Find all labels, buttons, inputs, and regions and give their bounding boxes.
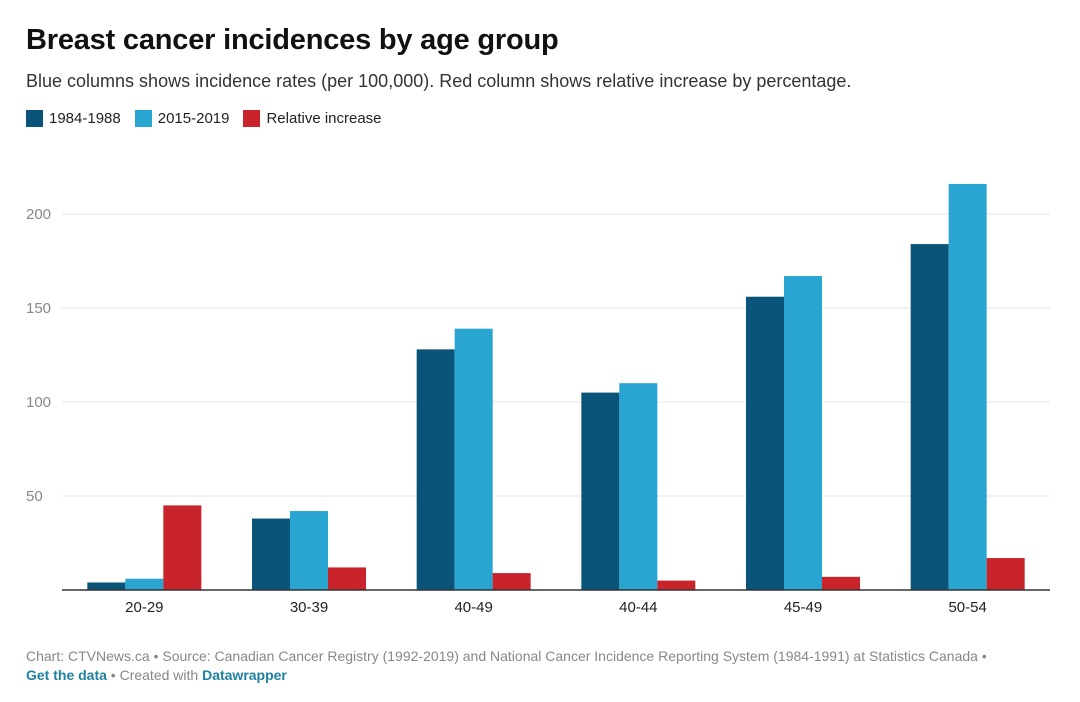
bar-1984-1988-50-54 [910,244,949,590]
bar-2015-2019-40-44 [619,383,658,590]
legend-swatch-1984-1988 [26,110,43,127]
x-tick-label-40-49: 40-49 [454,599,492,616]
legend-item-relative-increase: Relative increase [243,110,382,127]
y-tick-label-50: 50 [26,488,43,505]
x-tick-label-30-39: 30-39 [290,599,328,616]
bar-2015-2019-30-39 [290,511,328,590]
bar-2015-2019-50-54 [948,183,987,591]
x-tick-label-50-54: 50-54 [948,599,986,616]
legend-item-2015-2019: 2015-2019 [134,110,230,127]
footer-created-with: • Created with [106,667,203,683]
get-the-data-link[interactable]: Get the data [26,667,107,683]
bar-2015-2019-45-49 [784,276,822,590]
bar-1984-1988-20-29 [87,582,126,590]
bar-2015-2019-20-29 [125,578,164,590]
bar-relative-increase-40-44 [657,580,696,590]
legend-swatch-relative-increase [243,110,261,127]
datawrapper-link[interactable]: Datawrapper [202,667,287,683]
legend-item-1984-1988: 1984-1988 [26,110,121,127]
y-tick-label-200: 200 [26,206,51,223]
bar-1984-1988-30-39 [252,518,290,590]
legend-label-1984-1988: 1984-1988 [49,110,121,127]
x-tick-label-40-44: 40-44 [619,599,657,616]
legend-swatch-2015-2019 [134,110,152,127]
bar-1984-1988-40-44 [581,392,620,590]
bar-chart: 50 100 150 200 20-29 30-39 40-49 40-44 45-49 50-5… [26,183,1050,616]
bar-relative-increase-20-29 [163,505,202,590]
bar-relative-increase-50-54 [986,558,1025,590]
legend: 1984-1988 2015-2019 Relative increase [26,110,382,127]
bar-1984-1988-40-49 [416,349,455,590]
bar-2015-2019-40-49 [454,328,493,590]
legend-label-relative-increase: Relative increase [266,110,382,127]
chart-subtitle: Blue columns shows incidence rates (per … [26,71,852,91]
x-tick-label-20-29: 20-29 [125,599,163,616]
chart-title: Breast cancer incidences by age group [26,24,559,56]
footer: Chart: CTVNews.ca • Source: Canadian Can… [26,647,1066,685]
legend-label-2015-2019: 2015-2019 [157,110,230,127]
y-tick-label-150: 150 [26,300,51,317]
y-tick-label-100: 100 [26,394,51,411]
bar-relative-increase-30-39 [328,567,366,590]
bar-relative-increase-40-49 [492,573,531,590]
footer-credit: Chart: CTVNews.ca • Source: Canadian Can… [26,648,987,664]
bar-relative-increase-45-49 [822,576,860,590]
bar-1984-1988-45-49 [746,296,784,590]
x-tick-label-45-49: 45-49 [784,599,822,616]
